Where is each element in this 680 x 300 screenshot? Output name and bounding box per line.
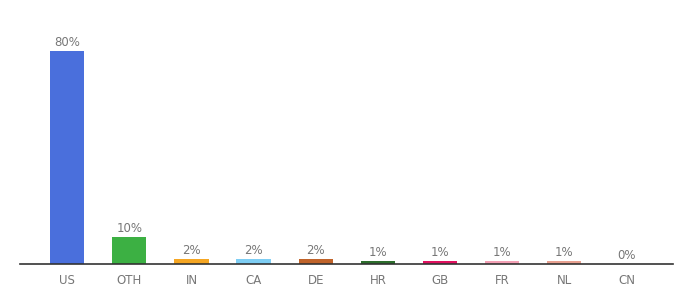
Text: 1%: 1% <box>369 247 387 260</box>
Bar <box>174 259 209 264</box>
Text: 0%: 0% <box>617 249 636 262</box>
Bar <box>423 261 457 264</box>
Text: 1%: 1% <box>493 247 511 260</box>
Bar <box>112 237 146 264</box>
Bar <box>485 261 520 264</box>
Text: 2%: 2% <box>244 244 263 257</box>
Bar <box>50 51 84 264</box>
Text: 80%: 80% <box>54 36 80 49</box>
Bar <box>299 259 333 264</box>
Text: 1%: 1% <box>430 247 449 260</box>
Bar <box>547 261 581 264</box>
Text: 1%: 1% <box>555 247 574 260</box>
Bar <box>237 259 271 264</box>
Text: 2%: 2% <box>182 244 201 257</box>
Text: 2%: 2% <box>307 244 325 257</box>
Text: 10%: 10% <box>116 223 142 236</box>
Bar <box>361 261 395 264</box>
